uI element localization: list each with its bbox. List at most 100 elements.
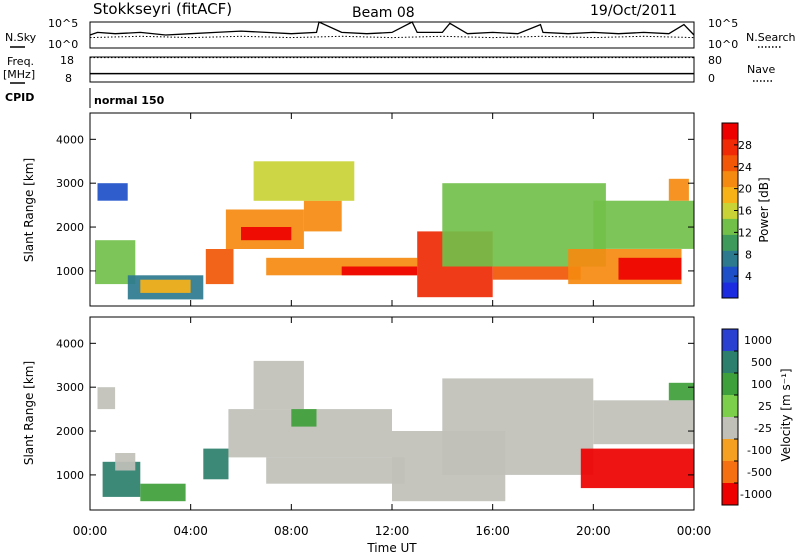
freq-tick-left-top: 18 (60, 54, 74, 67)
heatmap-region (291, 409, 317, 427)
heatmap-region (253, 360, 304, 410)
freq-tick-right-bottom: 0 (708, 72, 715, 85)
colorbar-swatch (722, 234, 738, 251)
freq-left-label: Freq. (7, 55, 34, 68)
noise-sky-series (89, 21, 695, 36)
heatmap-region (668, 178, 689, 201)
colorbar-swatch (722, 351, 738, 374)
colorbar-tick-label: -100 (747, 444, 772, 457)
y-tick-label: 3000 (56, 177, 84, 190)
cpid-panel: CPID normal 150 (5, 88, 165, 108)
heatmap-region (253, 161, 355, 201)
heatmap-region (668, 382, 694, 401)
colorbar-tick-label: -25 (754, 422, 772, 435)
heatmap-region (341, 266, 418, 276)
noise-tick-right-top: 10^5 (708, 17, 738, 30)
y-tick-label: 3000 (56, 381, 84, 394)
colorbar-swatch (722, 218, 738, 235)
heatmap-region (140, 483, 186, 502)
heatmap-region (266, 457, 405, 484)
noise-panel: N.Sky 10^5 10^0 10^5 10^0 N.Search (5, 17, 796, 51)
colorbar-swatch (722, 202, 738, 219)
colorbar-tick-label: 25 (758, 400, 772, 413)
x-tick-label: 20:00 (576, 524, 611, 538)
freq-frame (89, 56, 695, 83)
colorbar-swatch (722, 186, 738, 203)
colorbar-tick-label: 100 (751, 378, 772, 391)
colorbar-swatch (722, 266, 738, 283)
colorbar-tick-label: -500 (747, 466, 772, 479)
heatmap-region (303, 200, 342, 232)
heatmap-region (580, 448, 695, 489)
cpid-label: CPID (5, 91, 34, 104)
colorbar-tick-label: 8 (745, 248, 752, 261)
station-title: Stokkseyri (fitACF) (93, 0, 232, 18)
noise-tick-right-bottom: 10^0 (708, 38, 738, 51)
power-y-ticks: 1000 2000 3000 4000 (56, 133, 694, 278)
colorbar-tick-label: 20 (738, 183, 752, 196)
velocity-colorbar-label: Velocity [m s⁻¹] (779, 368, 793, 461)
velocity-panel: 1000 2000 3000 4000 Slant Range [km] 1000 50… (22, 316, 793, 511)
noise-frame (89, 21, 695, 49)
heatmap-region (140, 279, 191, 293)
x-tick-label: 12:00 (375, 524, 410, 538)
colorbar-swatch (722, 395, 738, 418)
freq-left-unit: [MHz] (3, 68, 35, 81)
x-tick-label: 08:00 (274, 524, 309, 538)
y-tick-label: 2000 (56, 425, 84, 438)
heatmap-region (97, 183, 128, 201)
y-tick-label: 4000 (56, 337, 84, 350)
freq-tick-right-top: 80 (708, 54, 722, 67)
freq-tick-left-bottom: 8 (65, 72, 72, 85)
y-tick-label: 1000 (56, 265, 84, 278)
freq-right-label: Nave (747, 63, 775, 76)
heatmap-region (492, 266, 581, 280)
colorbar-swatch (722, 250, 738, 267)
colorbar-tick-label: 1000 (744, 334, 772, 347)
noise-search-series (89, 35, 695, 39)
colorbar-swatch (722, 373, 738, 396)
colorbar-swatch (722, 461, 738, 484)
colorbar-swatch (722, 329, 738, 352)
x-tick-label: 16:00 (475, 524, 510, 538)
colorbar-swatch (722, 154, 738, 172)
colorbar-tick-label: -1000 (740, 488, 772, 501)
heatmap-region (618, 257, 682, 280)
power-colorbar: 4 8 12 16 20 24 28 (721, 122, 752, 299)
heatmap-region (115, 453, 136, 471)
colorbar-swatch (722, 483, 738, 506)
noise-tick-left-bottom: 10^0 (48, 38, 78, 51)
heatmap-region (442, 378, 594, 475)
y-tick-label: 2000 (56, 221, 84, 234)
power-colorbar-label: Power [dB] (757, 177, 771, 242)
freq-panel: Freq. [MHz] 18 8 80 0 Nave (3, 54, 775, 85)
colorbar-swatch (722, 417, 738, 440)
colorbar-swatch (722, 170, 738, 188)
velocity-y-ticks: 1000 2000 3000 4000 (56, 337, 694, 482)
colorbar-swatch (722, 282, 738, 299)
colorbar-tick-label: 500 (751, 356, 772, 369)
y-tick-label: 1000 (56, 469, 84, 482)
heatmap-region (241, 227, 292, 241)
noise-right-label: N.Search (746, 31, 796, 44)
heatmap-region (205, 249, 234, 285)
colorbar-tick-label: 24 (738, 161, 752, 174)
x-axis-label: Time UT (366, 541, 417, 554)
power-heatmap (95, 161, 694, 300)
x-tick-label: 00:00 (73, 524, 108, 538)
colorbar-swatch (722, 123, 738, 140)
velocity-heatmap (97, 360, 695, 502)
heatmap-region (203, 448, 229, 480)
colorbar-swatch (722, 138, 738, 156)
velocity-ylabel: Slant Range [km] (22, 361, 36, 465)
power-panel: 1000 2000 3000 4000 Slant Range [km] 4 8 12 16… (22, 112, 771, 307)
colorbar-tick-label: 16 (738, 205, 752, 218)
noise-left-label: N.Sky (5, 31, 37, 44)
y-tick-label: 4000 (56, 133, 84, 146)
date-title: 19/Oct/2011 (590, 3, 677, 19)
heatmap-region (97, 387, 116, 410)
x-tick-label: 00:00 (677, 524, 712, 538)
colorbar-tick-label: 28 (738, 139, 752, 152)
beam-title: Beam 08 (352, 5, 415, 21)
